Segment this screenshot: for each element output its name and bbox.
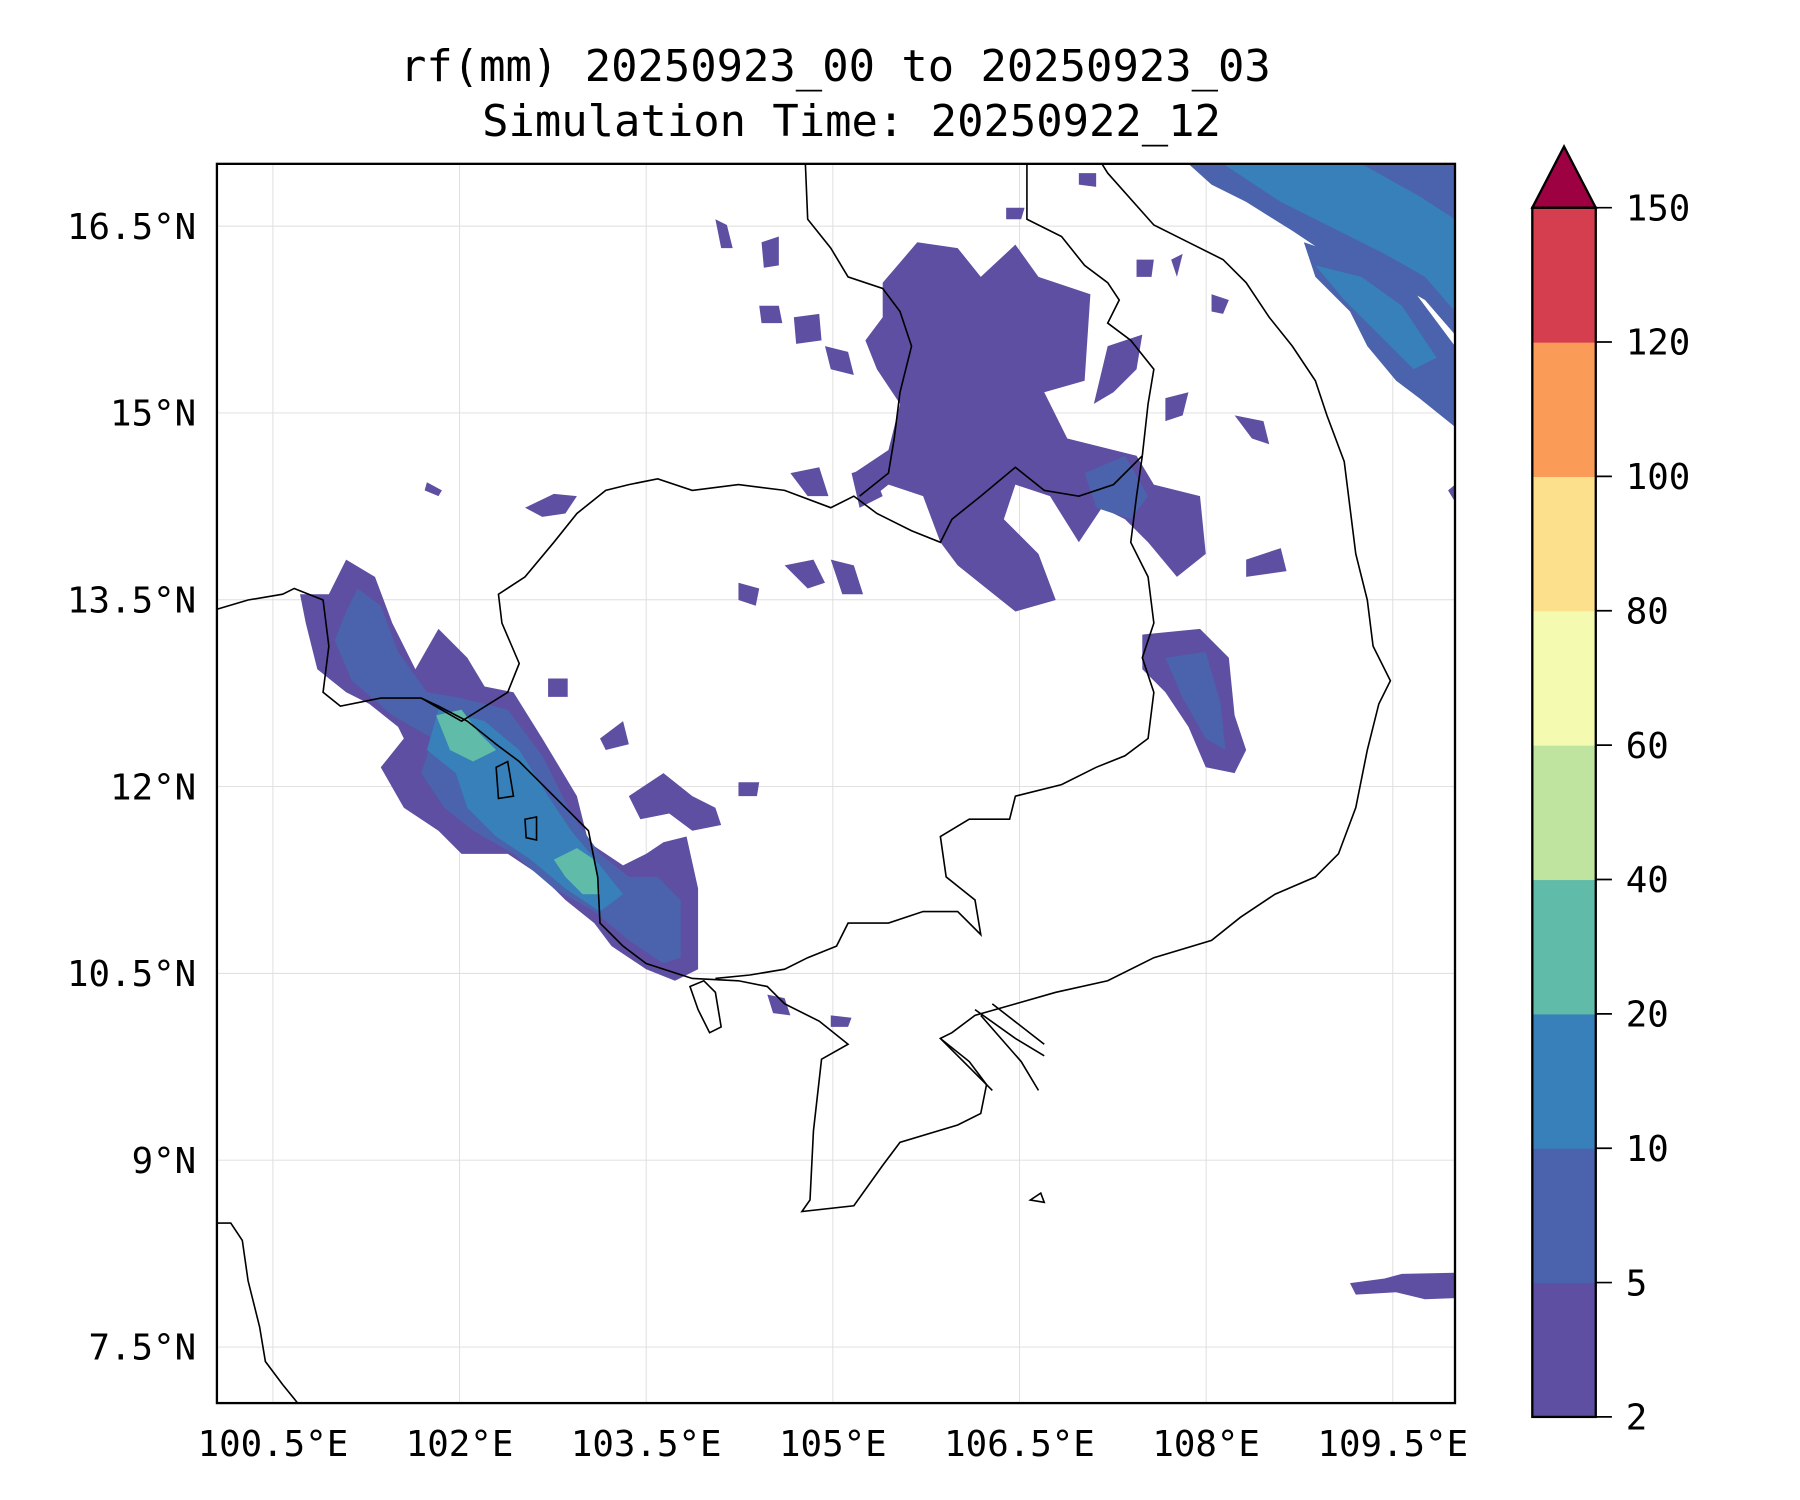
plot-frame <box>215 162 1457 1405</box>
rain-area-small-4 <box>715 219 854 375</box>
coastline-gulf-thailand <box>216 163 1392 1213</box>
y-tick-label: 10.5°N <box>67 954 196 995</box>
x-tick-label: 105°E <box>779 1424 887 1465</box>
colorbar-segment <box>1532 745 1596 881</box>
x-tick-label: 103.5°E <box>571 1424 722 1465</box>
rain-area-kampot <box>600 721 629 750</box>
x-tick-label: 109.5°E <box>1317 1424 1468 1465</box>
colorbar-tick-label: 120 <box>1626 323 1691 364</box>
rain-area-small-5 <box>1006 173 1270 445</box>
colorbar-segment <box>1532 610 1596 746</box>
x-tick-label: 106.5°E <box>944 1424 1095 1465</box>
colorbar-extend-arrow <box>1530 144 1598 209</box>
y-tick-label: 15°N <box>110 394 196 435</box>
colorbar-tick-label: 20 <box>1626 995 1669 1036</box>
colorbar-segment <box>1532 1148 1596 1284</box>
colorbar-segment <box>1532 879 1596 1015</box>
colorbar-tick-label: 2 <box>1626 1398 1648 1439</box>
colorbar-tick-label: 80 <box>1626 591 1669 632</box>
colorbar-tick-label: 5 <box>1626 1263 1648 1304</box>
rain-area-misc <box>424 482 1455 1027</box>
rain-area-small-2 <box>738 559 864 606</box>
chart-title: rf(mm) 20250923_00 to 20250923_03 <box>400 41 1271 92</box>
x-axis-ticks: 100.5°E 102°E 103.5°E 105°E 106.5°E 108°E 109.… <box>198 1424 1469 1465</box>
y-tick-label: 9°N <box>132 1141 197 1182</box>
rain-area-ne2-10-20 <box>1315 265 1437 370</box>
colorbar-tick-label: 60 <box>1626 726 1669 767</box>
island-con-son <box>1028 1191 1046 1204</box>
rain-area-laos-5-10 <box>1084 455 1149 520</box>
colorbar-segment <box>1532 476 1596 612</box>
chart-subtitle: Simulation Time: 20250922_12 <box>482 96 1221 147</box>
coastlines-borders <box>216 163 1392 1404</box>
islands-koh-kong <box>495 760 538 842</box>
colorbar-tick-label: 100 <box>1626 457 1691 498</box>
rain-area-small-3 <box>525 467 883 517</box>
colorbar-segment <box>1532 342 1596 477</box>
border-cambodia-thailand <box>420 455 1143 723</box>
colorbar-tick-label: 10 <box>1626 1129 1669 1170</box>
colorbar-tick-label: 150 <box>1626 188 1691 229</box>
coastline-malay-peninsula <box>216 1222 299 1404</box>
y-tick-label: 16.5°N <box>67 207 196 248</box>
border-cambodia-vietnam <box>715 455 1155 980</box>
island-phu-quoc <box>688 979 723 1034</box>
colorbar-frame <box>1531 206 1597 1419</box>
mekong-delta-channels <box>939 1003 1045 1091</box>
colorbar-segment <box>1532 1282 1596 1418</box>
rain-area-ne-10-20 <box>1223 163 1455 312</box>
colorbar-tick-label: 40 <box>1626 860 1669 901</box>
rain-class-20-40 <box>436 709 600 895</box>
x-tick-label: 100.5°E <box>198 1424 349 1465</box>
border-laos-vietnam <box>1026 163 1155 456</box>
x-tick-label: 108°E <box>1152 1424 1260 1465</box>
y-tick-label: 12°N <box>110 767 196 808</box>
y-tick-label: 13.5°N <box>67 580 196 621</box>
rain-area-highlands-5-10 <box>1165 651 1226 750</box>
x-tick-label: 102°E <box>406 1424 514 1465</box>
colorbar-segment <box>1532 207 1596 343</box>
y-tick-label: 7.5°N <box>89 1328 197 1369</box>
rain-area-coast2-20-40 <box>553 848 600 895</box>
rain-area-small-1 <box>628 773 722 831</box>
colorbar-segment <box>1532 1013 1596 1149</box>
rain-area-east-blob <box>1246 548 1287 577</box>
colorbar: 2 5 10 20 40 60 80 100 120 150 <box>1530 144 1691 1439</box>
rain-area-laos-north <box>853 242 1206 612</box>
y-axis-ticks: 7.5°N 9°N 10.5°N 12°N 13.5°N 15°N 16.5°N <box>67 207 196 1369</box>
border-laos-thailand <box>804 163 913 497</box>
rain-area-coast-20-40 <box>436 709 497 762</box>
rain-area-south-strip <box>1349 1272 1455 1300</box>
